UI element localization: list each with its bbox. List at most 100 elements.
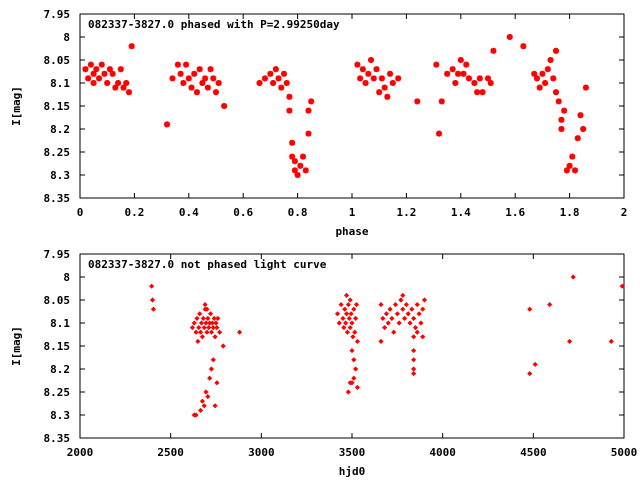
data-point <box>357 75 364 82</box>
data-point <box>217 329 223 335</box>
data-point <box>206 325 212 331</box>
data-point <box>378 75 385 82</box>
data-point <box>345 302 351 308</box>
data-point <box>411 315 417 321</box>
data-point <box>547 302 553 308</box>
data-point <box>215 315 221 321</box>
x-tick-label: 2 <box>621 206 628 219</box>
data-point <box>444 70 451 77</box>
data-point <box>373 66 380 73</box>
data-point <box>174 61 181 68</box>
data-point <box>405 311 411 317</box>
data-point <box>214 325 220 331</box>
x-axis-label: hjd0 <box>339 465 366 478</box>
data-point <box>87 61 94 68</box>
data-point <box>194 315 200 321</box>
data-point <box>208 329 215 335</box>
y-tick-label: 8.2 <box>50 363 70 376</box>
data-point <box>420 306 426 312</box>
data-point <box>275 75 282 82</box>
data-point <box>207 375 213 381</box>
data-point <box>106 66 113 73</box>
y-tick-label: 8.2 <box>50 123 70 136</box>
data-point <box>195 338 201 344</box>
data-point <box>476 75 483 82</box>
data-point <box>210 75 217 82</box>
data-point <box>381 84 388 91</box>
data-point <box>368 57 375 63</box>
data-point <box>342 306 348 312</box>
data-points <box>149 274 625 418</box>
data-point <box>180 80 187 86</box>
data-point <box>125 89 132 96</box>
data-point <box>286 93 293 100</box>
y-tick-label: 8.25 <box>44 146 71 159</box>
data-point <box>205 315 211 321</box>
data-point <box>104 80 111 86</box>
x-tick-label: 3000 <box>248 446 275 459</box>
data-point <box>400 292 406 298</box>
data-point <box>270 80 277 86</box>
data-point <box>198 329 204 335</box>
data-point <box>297 162 304 169</box>
data-point <box>164 121 171 128</box>
data-point <box>558 116 565 123</box>
data-point <box>267 70 274 77</box>
data-point <box>531 70 538 77</box>
data-point <box>411 348 417 354</box>
data-points <box>82 34 589 178</box>
data-point <box>539 70 546 77</box>
data-point <box>212 403 218 409</box>
data-point <box>305 130 312 137</box>
y-tick-label: 8.35 <box>44 192 71 205</box>
data-point <box>569 153 576 160</box>
x-tick-label: 1.2 <box>396 206 416 219</box>
data-point <box>555 98 562 105</box>
y-tick-label: 8.1 <box>50 77 70 90</box>
data-point <box>302 167 309 174</box>
data-point <box>210 325 216 331</box>
data-point <box>457 57 464 63</box>
data-point <box>341 325 347 331</box>
data-point <box>572 167 579 174</box>
data-point <box>409 306 415 312</box>
data-point <box>115 80 122 86</box>
data-point <box>436 130 443 137</box>
y-tick-label: 8.25 <box>44 386 71 399</box>
x-tick-label: 4500 <box>520 446 547 459</box>
y-tick-label: 8.05 <box>44 294 71 307</box>
data-point <box>536 84 543 91</box>
x-tick-label: 0.2 <box>124 206 144 219</box>
data-point <box>553 89 559 96</box>
axis-ticks: 0 0.2 0.4 0.6 0.8 1 1.2 1.4 1.6 1.8 2 7.95 8 8.05 8.1 8… <box>44 8 628 219</box>
data-point <box>474 89 481 96</box>
data-point <box>198 320 205 326</box>
data-point <box>465 75 472 82</box>
data-point <box>414 329 420 335</box>
data-point <box>191 320 197 326</box>
data-point <box>354 61 361 68</box>
data-point <box>506 34 513 40</box>
data-point <box>204 306 210 312</box>
data-point <box>210 357 216 363</box>
x-tick-label: 1 <box>349 206 356 219</box>
data-point <box>542 80 549 86</box>
data-point <box>416 311 422 317</box>
data-point <box>207 66 214 73</box>
data-point <box>580 126 587 132</box>
data-point <box>532 361 538 367</box>
data-point <box>608 338 614 344</box>
y-tick-label: 8.3 <box>50 169 70 182</box>
data-point <box>396 320 402 326</box>
data-point <box>414 98 421 105</box>
data-point <box>348 311 354 317</box>
data-point <box>203 389 209 395</box>
data-point <box>237 329 243 335</box>
y-tick-label: 8.05 <box>44 54 71 67</box>
data-point <box>544 66 551 73</box>
data-point <box>527 306 533 312</box>
data-point <box>351 357 357 363</box>
data-point <box>204 329 210 335</box>
data-point <box>347 380 353 386</box>
